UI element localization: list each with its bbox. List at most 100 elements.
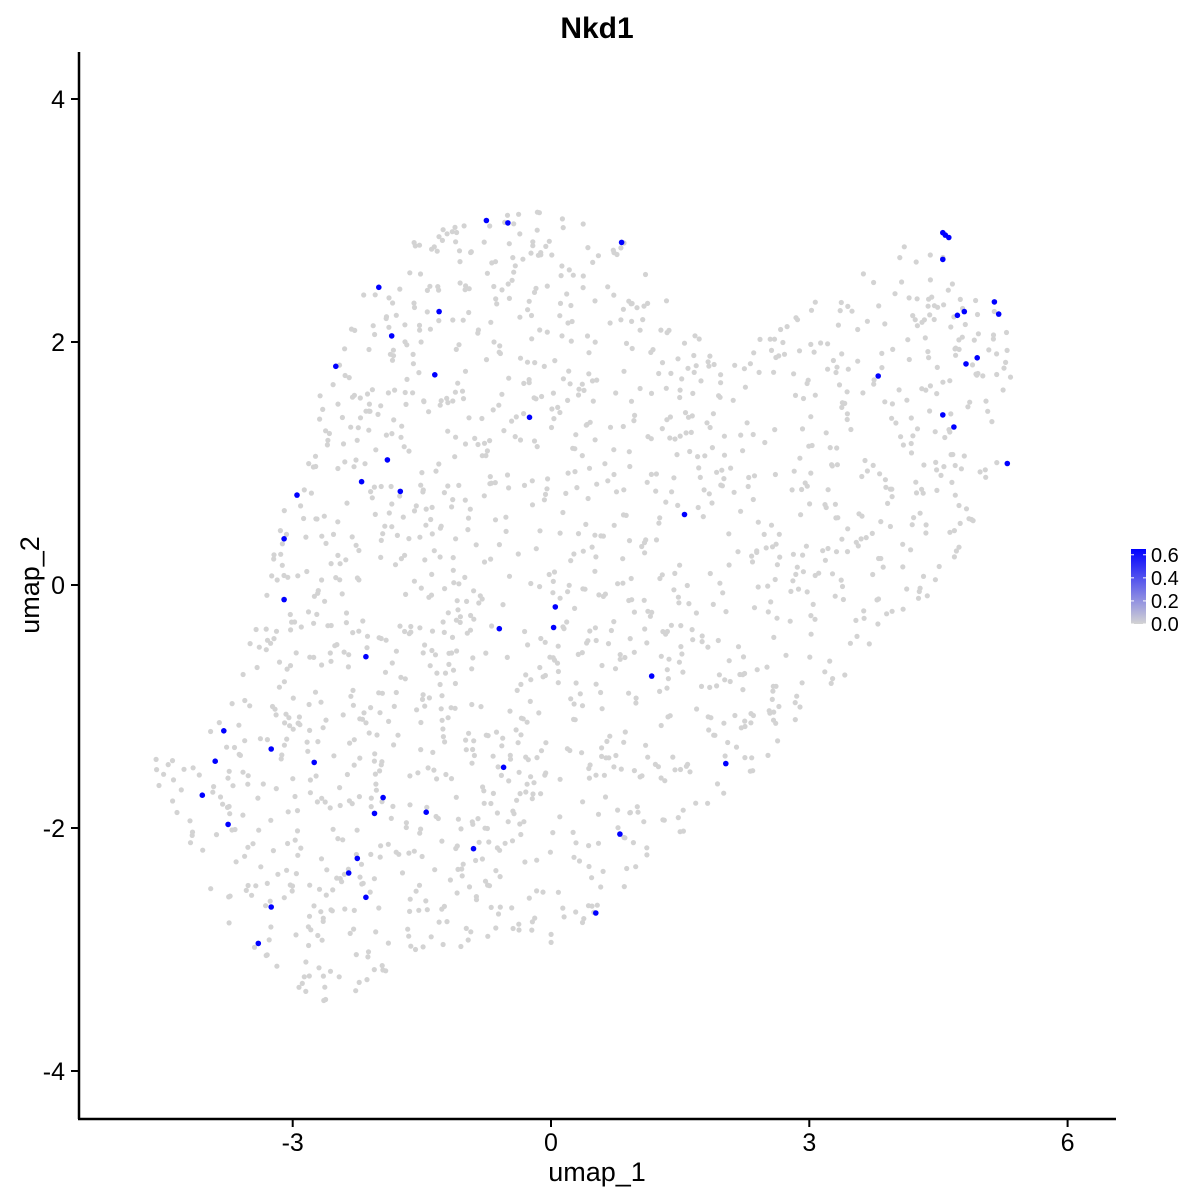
background-cell-point bbox=[305, 924, 311, 930]
background-cell-point bbox=[746, 474, 752, 481]
background-cell-point bbox=[418, 585, 424, 591]
background-cell-point bbox=[200, 847, 206, 853]
background-cell-point bbox=[307, 654, 313, 660]
background-cell-point bbox=[418, 747, 424, 753]
background-cell-point bbox=[450, 555, 456, 561]
background-cell-point bbox=[442, 739, 448, 745]
background-cell-point bbox=[536, 710, 542, 716]
background-cell-point bbox=[733, 744, 740, 750]
background-cell-point bbox=[982, 467, 988, 473]
background-cell-point bbox=[213, 832, 220, 838]
background-cell-point bbox=[605, 641, 612, 647]
background-cell-point bbox=[344, 500, 350, 506]
background-cell-point bbox=[927, 252, 933, 258]
background-cell-point bbox=[371, 967, 377, 973]
background-cell-point bbox=[927, 383, 934, 389]
background-cell-point bbox=[506, 295, 512, 301]
background-cell-point bbox=[378, 403, 384, 409]
background-cell-point bbox=[658, 775, 664, 781]
background-cell-point bbox=[579, 703, 586, 709]
background-cell-point bbox=[240, 769, 246, 775]
background-cell-point bbox=[607, 424, 614, 430]
background-cell-point bbox=[700, 514, 706, 520]
background-cell-point bbox=[590, 398, 596, 404]
background-cell-point bbox=[269, 573, 275, 579]
background-cell-point bbox=[356, 628, 362, 634]
background-cell-point bbox=[602, 794, 609, 800]
background-cell-point bbox=[427, 283, 433, 289]
background-cell-point bbox=[350, 702, 356, 708]
background-cell-point bbox=[721, 790, 727, 796]
background-cell-point bbox=[315, 588, 321, 594]
background-cell-point bbox=[789, 487, 795, 493]
background-cell-point bbox=[576, 858, 583, 864]
background-cell-point bbox=[304, 739, 310, 745]
background-cell-point bbox=[516, 921, 522, 927]
background-cell-point bbox=[738, 508, 744, 514]
background-cell-point bbox=[450, 667, 457, 673]
background-cell-point bbox=[837, 308, 843, 314]
background-cell-point bbox=[975, 331, 982, 337]
y-tick-label: -2 bbox=[43, 815, 65, 843]
background-cell-point bbox=[1007, 374, 1014, 380]
background-cell-point bbox=[459, 873, 465, 879]
background-cell-point bbox=[522, 859, 528, 865]
background-cell-point bbox=[416, 882, 423, 888]
background-cell-point bbox=[898, 434, 904, 440]
background-cell-point bbox=[599, 745, 605, 751]
background-cell-point bbox=[327, 968, 334, 974]
background-cell-point bbox=[618, 766, 624, 772]
background-cell-point bbox=[808, 341, 814, 347]
background-cell-point bbox=[263, 647, 269, 653]
expressing-cell-point bbox=[1004, 460, 1011, 467]
background-cell-point bbox=[934, 487, 940, 493]
background-cell-point bbox=[576, 386, 582, 392]
background-cell-point bbox=[854, 633, 860, 640]
background-cell-point bbox=[675, 356, 681, 362]
background-cell-point bbox=[454, 598, 460, 604]
background-cell-point bbox=[751, 605, 758, 611]
background-cell-point bbox=[529, 336, 535, 342]
background-cell-point bbox=[334, 875, 340, 881]
background-cell-point bbox=[441, 490, 447, 496]
background-cell-point bbox=[488, 556, 494, 562]
background-cell-point bbox=[335, 552, 341, 559]
background-cell-point bbox=[307, 777, 313, 783]
background-cell-point bbox=[342, 906, 348, 912]
background-cell-point bbox=[731, 489, 737, 495]
background-cell-point bbox=[598, 689, 604, 696]
expressing-cell-point bbox=[294, 492, 300, 498]
background-cell-point bbox=[709, 500, 715, 506]
background-cell-point bbox=[357, 755, 363, 761]
background-cell-point bbox=[446, 661, 452, 668]
background-cell-point bbox=[957, 296, 963, 302]
background-cell-point bbox=[822, 669, 828, 675]
background-cell-point bbox=[448, 776, 455, 782]
background-cell-point bbox=[718, 380, 724, 386]
background-cell-point bbox=[611, 250, 617, 256]
background-cell-point bbox=[329, 908, 335, 914]
background-cell-point bbox=[580, 548, 586, 554]
background-cell-point bbox=[401, 444, 407, 450]
background-cell-point bbox=[354, 827, 360, 833]
background-cell-point bbox=[335, 401, 341, 407]
background-cell-point bbox=[376, 635, 382, 641]
background-cell-point bbox=[539, 393, 545, 400]
background-cell-point bbox=[346, 652, 352, 658]
background-cell-point bbox=[233, 859, 239, 865]
background-cell-point bbox=[710, 601, 716, 608]
background-cell-point bbox=[495, 911, 502, 917]
background-cell-point bbox=[515, 551, 521, 557]
background-cell-point bbox=[315, 932, 321, 939]
background-cell-point bbox=[855, 358, 861, 364]
background-cell-point bbox=[483, 650, 489, 656]
background-cell-point bbox=[276, 659, 283, 665]
background-cell-point bbox=[343, 620, 349, 626]
background-cell-point bbox=[683, 763, 690, 769]
expressing-cell-point bbox=[617, 831, 623, 837]
background-cell-point bbox=[227, 811, 233, 817]
background-cell-point bbox=[792, 717, 798, 723]
background-cell-point bbox=[293, 650, 299, 656]
background-cell-point bbox=[327, 650, 333, 656]
background-cell-point bbox=[330, 382, 336, 388]
